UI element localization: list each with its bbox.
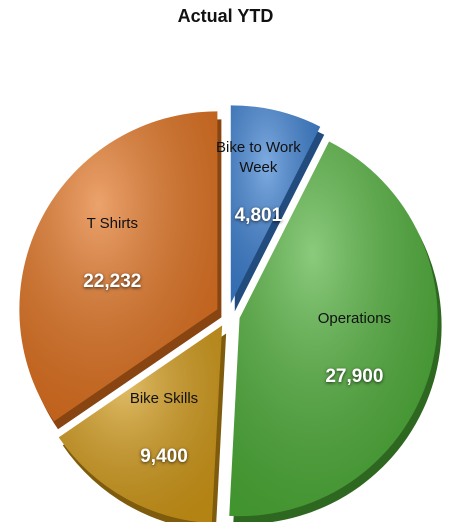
value-label: 4,801 [234,204,283,226]
slice-shine [19,111,218,422]
value-label: 22,232 [83,271,142,292]
slice-label: Bike Skills [129,390,199,408]
slice-shine [229,141,438,517]
slice-shine [230,105,321,304]
slice-label: T Shirts [86,215,138,232]
slice-label: Bike to Work Week [216,138,301,176]
slice-shine [58,325,223,522]
chart-title: Actual YTD [177,6,274,26]
slice-label: Operations [317,309,392,327]
value-label: 27,900 [325,365,384,387]
value-label: 9,400 [140,446,188,468]
